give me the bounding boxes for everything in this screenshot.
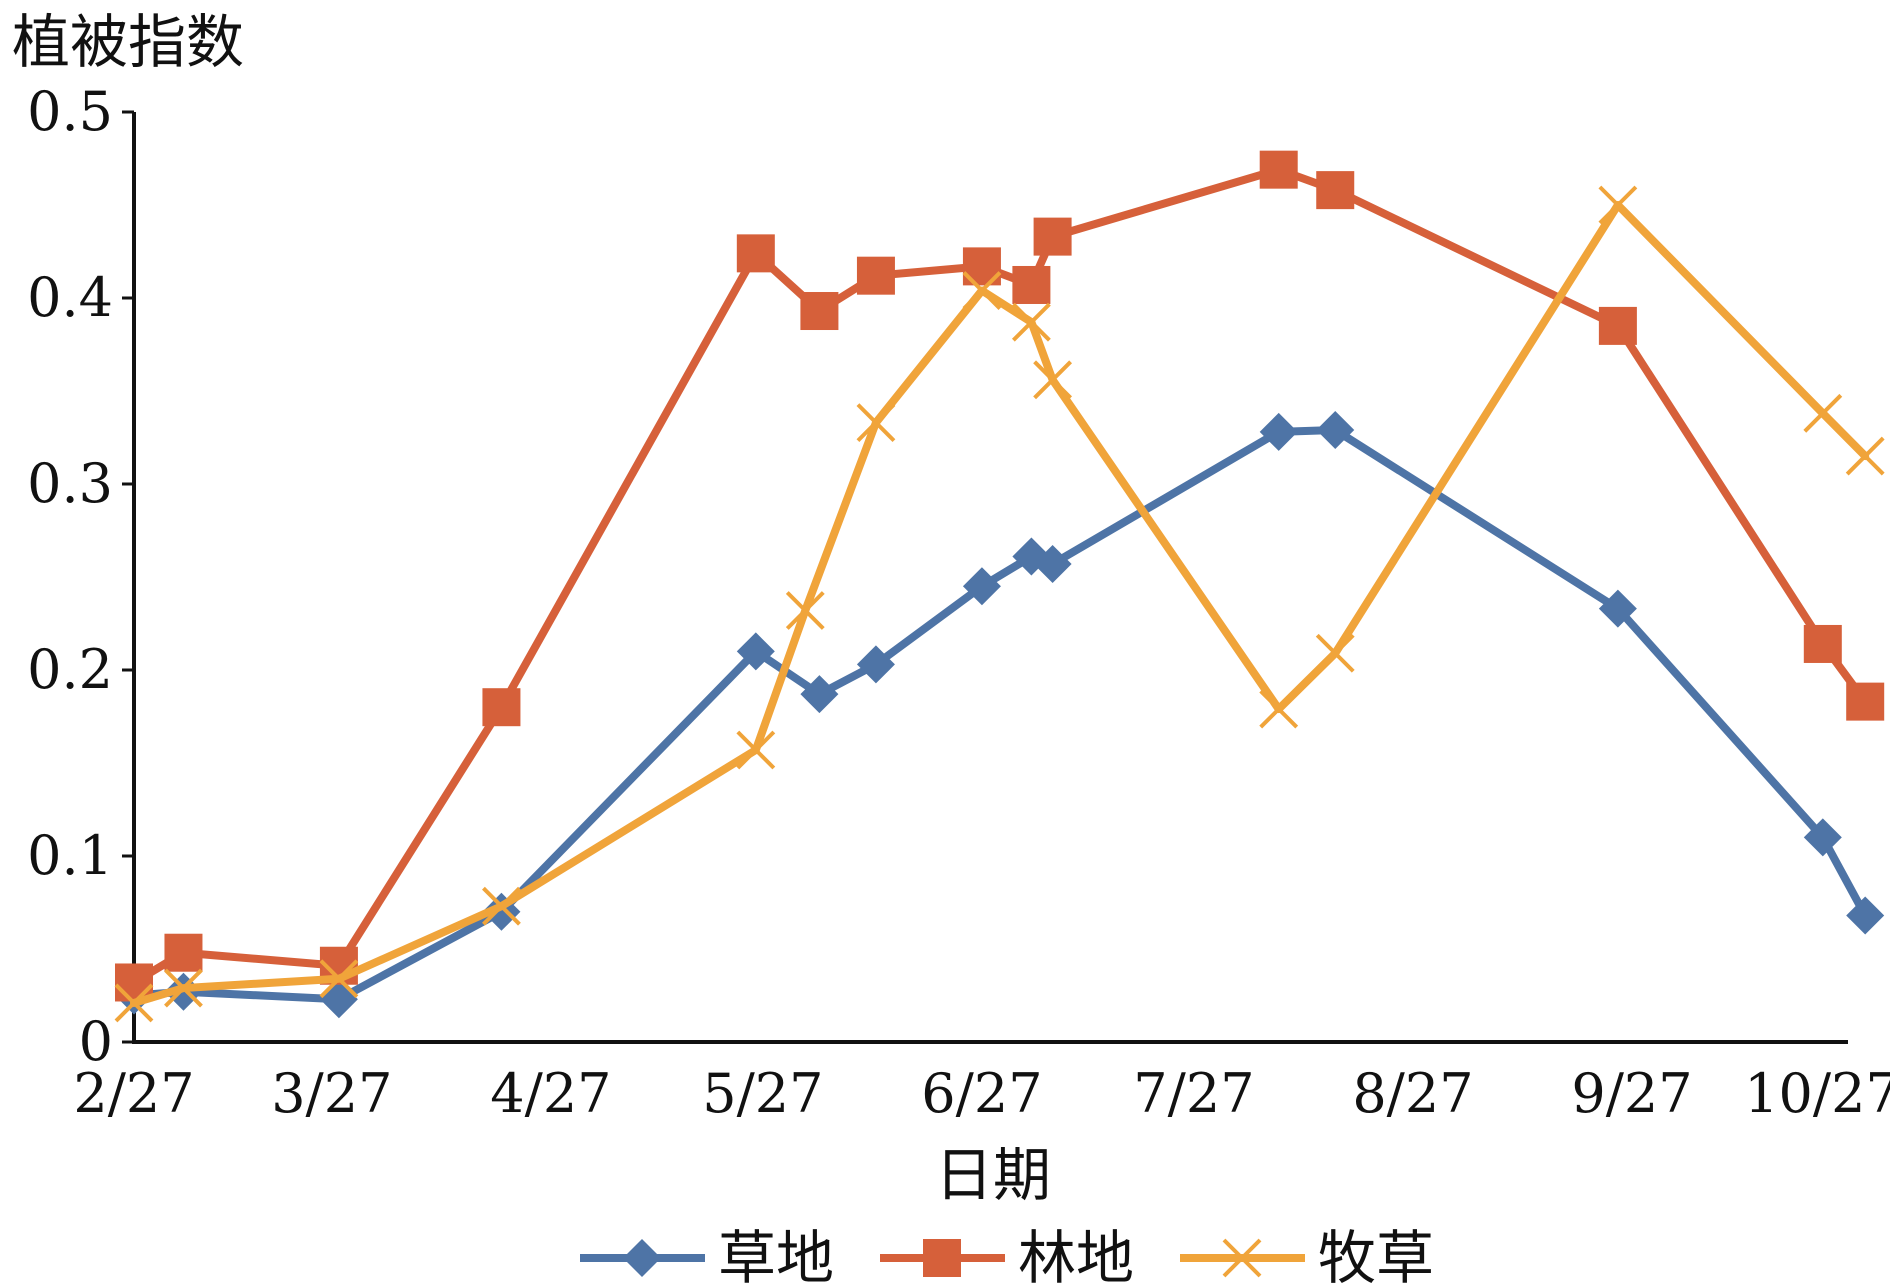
x-ticks: 2/27 3/27 4/27 5/27 6/27 7/27 8/27 9/27 10/27 (73, 1062, 1890, 1125)
y-tick-label: 0.3 (27, 452, 113, 515)
y-tick-label: 0.2 (27, 638, 113, 701)
data-point (1033, 217, 1072, 256)
series-line (130, 426, 1870, 1004)
series-lines (114, 150, 1885, 1023)
legend-marker (1222, 1238, 1262, 1278)
legend-marker (623, 1239, 661, 1277)
data-point (962, 567, 1001, 606)
data-point (1846, 896, 1885, 935)
data-point (736, 234, 775, 273)
legend-marker (923, 1239, 961, 1277)
data-point (1012, 265, 1051, 304)
x-tick-label: 9/27 (1571, 1062, 1692, 1125)
data-point (1598, 185, 1638, 225)
data-point (319, 959, 359, 999)
data-point (1033, 544, 1072, 583)
y-tick-label: 0.5 (27, 80, 113, 143)
data-point (1803, 818, 1842, 857)
legend-item: 林地 (880, 1224, 1134, 1287)
data-point (1259, 412, 1298, 451)
data-point (1803, 393, 1843, 433)
data-point (1803, 624, 1842, 663)
data-point (800, 292, 839, 331)
x-tick-label: 5/27 (702, 1062, 823, 1125)
data-point (856, 256, 895, 295)
data-point (1846, 682, 1885, 721)
series-3 (114, 185, 1885, 1023)
axes (132, 112, 1848, 1044)
y-tick-label: 0.4 (27, 266, 113, 329)
legend-label: 草地 (718, 1224, 834, 1287)
x-tick-label: 6/27 (921, 1062, 1042, 1125)
data-point (1259, 150, 1298, 189)
data-point (1598, 306, 1637, 345)
x-tick-label: 8/27 (1352, 1062, 1473, 1125)
y-tick-label: 0 (79, 1010, 113, 1073)
data-point (1845, 436, 1885, 476)
x-tick-label: 3/27 (271, 1062, 392, 1125)
series-1 (115, 411, 1885, 1019)
data-point (1259, 689, 1299, 729)
data-point (1315, 633, 1355, 673)
data-point (319, 980, 358, 1019)
data-point (800, 675, 839, 714)
data-point (164, 968, 203, 1008)
legend-label: 牧草 (1318, 1224, 1434, 1287)
data-point (736, 730, 776, 770)
data-point (114, 983, 154, 1023)
data-point (1316, 171, 1355, 210)
data-point (1011, 302, 1051, 342)
y-axis-title: 植被指数 (12, 8, 244, 76)
data-point (856, 403, 896, 443)
series-2 (115, 150, 1885, 1002)
legend-item: 草地 (580, 1224, 834, 1287)
data-point (1316, 411, 1355, 450)
data-point (785, 591, 825, 630)
data-point (482, 886, 521, 926)
data-point (1033, 360, 1073, 400)
data-point (1598, 589, 1637, 628)
y-ticks: 0 0.1 0.2 0.3 0.4 0.5 (27, 80, 134, 1073)
x-tick-label: 2/27 (73, 1062, 194, 1125)
data-point (856, 645, 895, 684)
x-axis-title: 日期 (935, 1141, 1051, 1209)
x-tick-label: 7/27 (1133, 1062, 1254, 1125)
y-tick-label: 0.1 (27, 824, 113, 887)
data-point (736, 632, 775, 671)
data-point (164, 933, 203, 972)
legend-label: 林地 (1018, 1224, 1134, 1287)
legend-item: 牧草 (1180, 1224, 1434, 1287)
x-tick-label: 4/27 (490, 1062, 611, 1125)
data-point (482, 688, 521, 727)
legend: 草地 林地 牧草 (580, 1224, 1434, 1287)
data-point (962, 271, 1002, 310)
x-tick-label: 10/27 (1744, 1062, 1890, 1125)
